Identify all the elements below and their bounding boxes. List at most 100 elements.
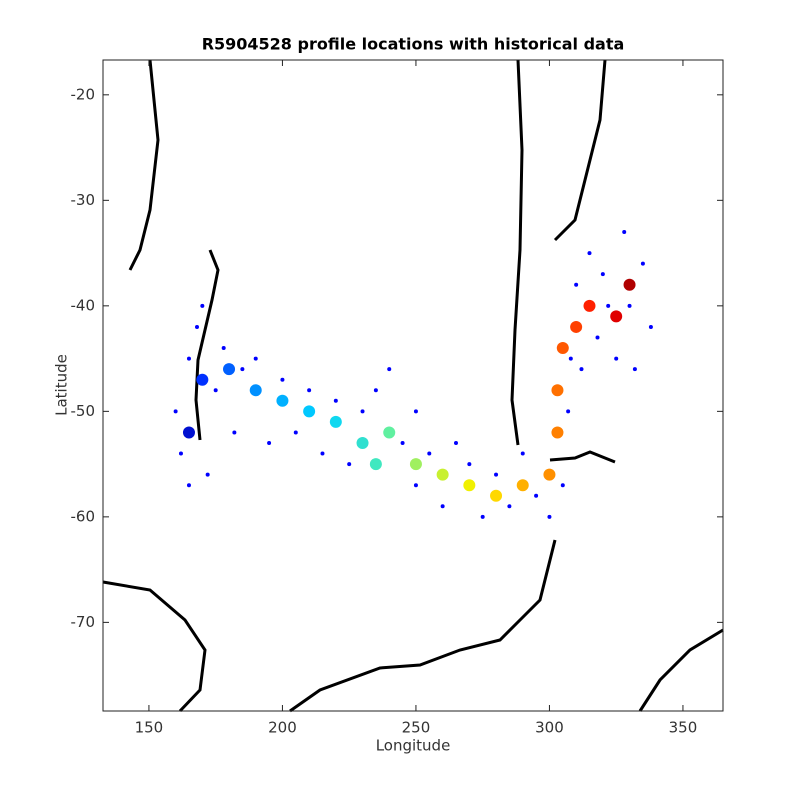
data-point <box>182 426 195 439</box>
data-point <box>623 278 636 291</box>
data-point <box>387 367 392 372</box>
coastlines <box>102 59 724 713</box>
coastline <box>553 59 607 242</box>
data-point <box>627 303 632 308</box>
data-point <box>307 388 312 393</box>
data-point <box>600 272 605 277</box>
data-point <box>409 458 422 471</box>
data-point <box>178 451 183 456</box>
data-point <box>648 324 653 329</box>
data-point <box>556 342 569 355</box>
y-tick-label: -70 <box>71 613 96 631</box>
x-tick-label: 150 <box>135 719 164 737</box>
data-point <box>383 426 396 439</box>
data-point <box>610 310 623 323</box>
coastline <box>549 450 616 464</box>
data-point <box>413 409 418 414</box>
data-point <box>173 409 178 414</box>
data-point <box>293 430 298 435</box>
data-point <box>196 373 209 386</box>
data-point <box>614 356 619 361</box>
data-point <box>551 384 564 397</box>
data-point <box>373 388 378 393</box>
y-tick-label: -60 <box>71 507 96 525</box>
data-point <box>622 229 627 234</box>
data-point <box>436 468 449 481</box>
data-point <box>579 367 584 372</box>
data-point <box>440 504 445 509</box>
data-point <box>320 451 325 456</box>
data-point <box>280 377 285 382</box>
data-point <box>583 299 596 312</box>
data-point <box>494 472 499 477</box>
x-tick-label: 250 <box>402 719 431 737</box>
data-point <box>574 282 579 287</box>
x-tick-label: 200 <box>268 719 297 737</box>
data-point <box>186 483 191 488</box>
data-point <box>640 261 645 266</box>
data-point <box>200 303 205 308</box>
x-tick-label: 350 <box>669 719 698 737</box>
data-point <box>213 388 218 393</box>
coastline <box>194 249 220 441</box>
data-point <box>303 405 316 418</box>
coastline <box>128 59 160 271</box>
data-point <box>547 514 552 519</box>
data-point <box>516 479 529 492</box>
data-point <box>223 363 236 376</box>
chart-title: R5904528 profile locations with historic… <box>202 35 625 54</box>
data-point <box>480 514 485 519</box>
x-tick-label: 300 <box>535 719 564 737</box>
data-point <box>551 426 564 439</box>
y-tick-label: -30 <box>71 191 96 209</box>
data-point <box>205 472 210 477</box>
data-point <box>570 320 583 333</box>
data-point <box>253 356 258 361</box>
data-point <box>333 398 338 403</box>
y-tick-label: -50 <box>71 402 96 420</box>
data-point <box>543 468 556 481</box>
data-point <box>463 479 476 492</box>
y-axis-label: Latitude <box>53 354 71 416</box>
data-point <box>232 430 237 435</box>
coastline <box>510 59 524 446</box>
data-point <box>560 483 565 488</box>
data-point <box>427 451 432 456</box>
data-point <box>249 384 262 397</box>
data-point <box>329 415 342 428</box>
markers <box>173 229 653 519</box>
data-point <box>186 356 191 361</box>
y-tick-label: -20 <box>71 85 96 103</box>
data-point <box>276 394 289 407</box>
y-tick-label: -40 <box>71 296 96 314</box>
data-point <box>413 483 418 488</box>
data-point <box>267 441 272 446</box>
data-point <box>507 504 512 509</box>
data-point <box>520 451 525 456</box>
data-point <box>453 441 458 446</box>
data-point <box>566 409 571 414</box>
data-point <box>347 462 352 467</box>
data-point <box>534 493 539 498</box>
data-point <box>568 356 573 361</box>
data-point <box>194 324 199 329</box>
plot-frame <box>102 59 724 712</box>
x-axis-label: Longitude <box>376 737 451 755</box>
data-point <box>240 367 245 372</box>
coastline <box>102 580 207 713</box>
coastline <box>289 539 557 713</box>
data-point <box>595 335 600 340</box>
data-point <box>632 367 637 372</box>
data-point <box>369 458 382 471</box>
coastline <box>638 628 724 712</box>
data-point <box>587 251 592 256</box>
data-point <box>360 409 365 414</box>
data-point <box>221 346 226 351</box>
data-point <box>606 303 611 308</box>
data-point <box>356 437 369 450</box>
data-point <box>490 489 503 502</box>
data-point <box>400 441 405 446</box>
data-point <box>467 462 472 467</box>
